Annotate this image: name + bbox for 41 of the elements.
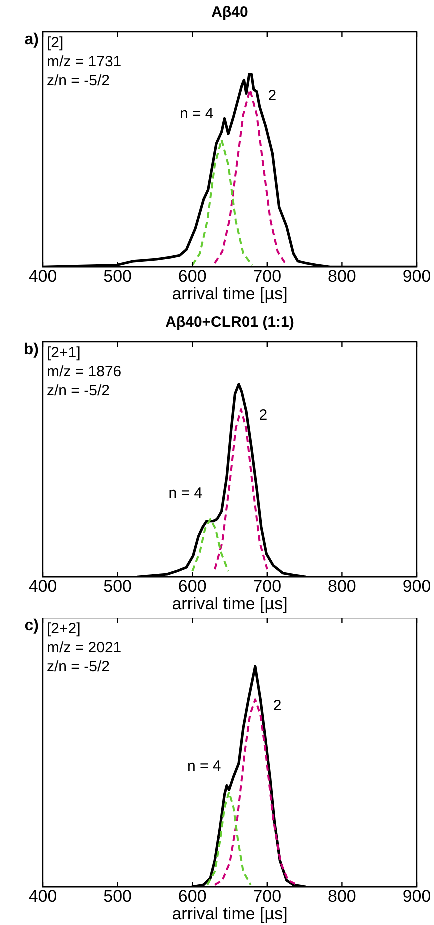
x-tick-label: 900: [402, 887, 432, 906]
x-tick-label: 600: [178, 577, 207, 596]
series-label: n = 4: [168, 485, 203, 502]
series-label: n = 4: [180, 106, 214, 123]
x-tick-label: 800: [328, 267, 356, 286]
x-tick-label: 500: [104, 577, 132, 596]
series-label: 2: [273, 697, 282, 714]
annotation: z/n = -5/2: [47, 72, 110, 90]
chart-title: Aβ40+CLR01 (1:1): [166, 314, 294, 332]
x-tick-label: 500: [104, 887, 132, 906]
text: m/z = 1876: [47, 364, 122, 381]
x-tick-label: 400: [28, 577, 58, 596]
x-tick-label: 900: [402, 577, 432, 596]
x-tick-label: 600: [178, 267, 207, 286]
x-axis-title: arrival time [µs]: [172, 904, 288, 924]
text: b): [24, 341, 39, 358]
text: [2+1]: [47, 344, 81, 362]
text: a): [24, 31, 39, 48]
x-tick-label: 500: [104, 267, 132, 286]
x-tick-label: 700: [253, 267, 282, 286]
x-tick-label: 400: [28, 267, 58, 286]
x-tick-label: 700: [253, 887, 282, 906]
x-tick-label: 700: [253, 577, 282, 596]
text: m/z = 2021: [47, 640, 122, 657]
x-tick-label: 900: [402, 267, 432, 286]
x-axis-title: arrival time [µs]: [172, 594, 288, 614]
text: [2]: [47, 34, 64, 52]
annotation: z/n = -5/2: [47, 382, 110, 400]
x-tick-label: 600: [178, 887, 207, 906]
text: c): [24, 617, 39, 634]
x-tick-label: 800: [328, 577, 356, 596]
x-tick-label: 800: [328, 887, 356, 906]
x-tick-label: 400: [28, 887, 58, 906]
text: m/z = 1731: [47, 54, 122, 71]
x-axis-title: arrival time [µs]: [172, 284, 288, 304]
series-label: 2: [259, 407, 268, 424]
chart-title: Aβ40: [212, 4, 248, 22]
text: [2+2]: [47, 620, 81, 638]
series-label: 2: [268, 87, 277, 104]
series-label: n = 4: [187, 758, 222, 775]
annotation: z/n = -5/2: [47, 658, 110, 676]
